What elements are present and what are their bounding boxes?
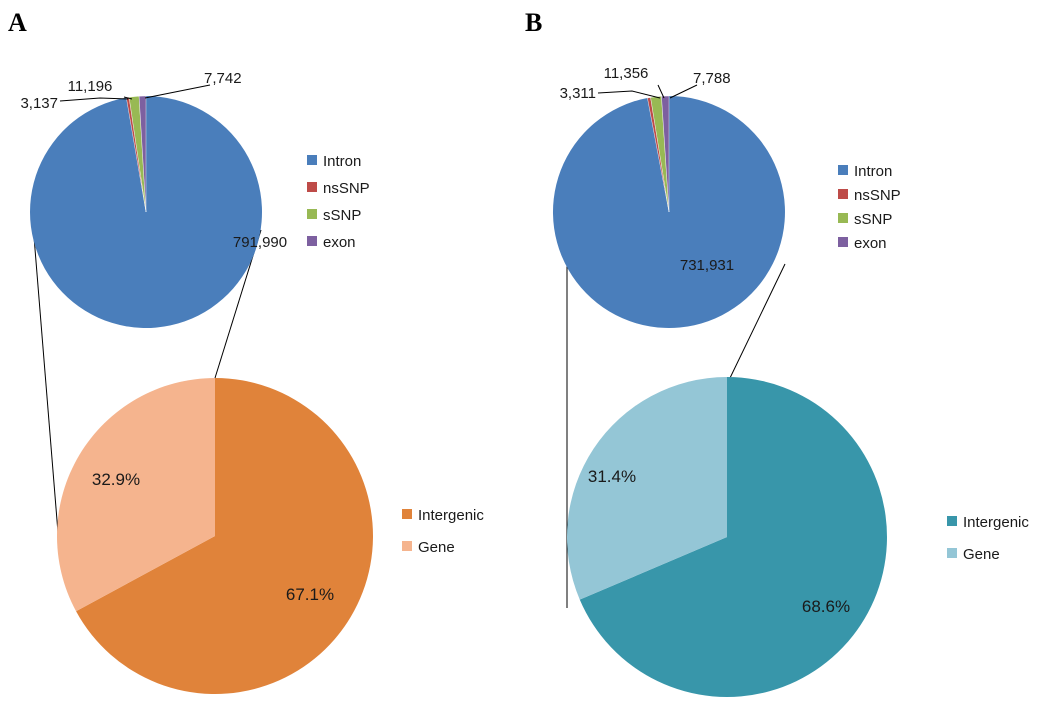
panel-letter: B [525,8,542,37]
leader-line [657,84,665,99]
pie-slice-intergenic [76,378,373,694]
value-label-intron: 731,931 [680,257,734,274]
legend-label-gene: Gene [418,539,455,556]
value-label-nssnp: 3,311 [560,85,596,102]
legend-label-exon: exon [854,235,887,252]
connector-line [729,263,786,379]
leader-line [669,84,698,99]
pie-slice-intergenic [579,377,887,698]
pie-slice-gene [56,378,216,612]
legend-swatch-gene [947,548,957,558]
legend-swatch-nssnp [307,182,317,192]
legend-label-intergenic: Intergenic [418,507,484,524]
legend-swatch-exon [838,237,848,247]
pie-slice-exon [661,95,670,213]
legend-swatch-intergenic [402,509,412,519]
legend-label-ssnp: sSNP [854,211,892,228]
legend-swatch-intron [838,165,848,175]
value-label-ssnp: 11,356 [604,65,649,82]
value-label-gene: 32.9% [92,470,140,489]
value-label-gene: 31.4% [588,467,636,486]
value-label-intergenic: 67.1% [286,585,334,604]
legend-label-intron: Intron [854,163,892,180]
legend-label-nssnp: nsSNP [854,187,901,204]
pie-slice-exon [138,95,147,213]
legend-swatch-intergenic [947,516,957,526]
leader-line [59,97,129,102]
panel-a: A 791,990 3,137 11,196 7,742 Intron nsSNP sSNP e… [8,8,484,694]
panel-b: B 731,931 3,311 11,356 7,788 Intron nsSNP sSNP e… [525,8,1029,698]
value-label-intron: 791,990 [233,234,287,251]
legend-swatch-ssnp [838,213,848,223]
panel-letter: A [8,8,27,37]
value-label-nssnp: 3,137 [20,95,58,112]
legend-label-exon: exon [323,234,356,251]
legend-label-intergenic: Intergenic [963,514,1029,531]
value-label-exon: 7,788 [693,70,731,87]
legend-swatch-exon [307,236,317,246]
legend-label-gene: Gene [963,546,1000,563]
value-label-ssnp: 11,196 [68,78,113,95]
legend-label-ssnp: sSNP [323,207,361,224]
legend-label-intron: Intron [323,153,361,170]
legend-swatch-ssnp [307,209,317,219]
connector-line [31,211,60,546]
leader-line [144,84,211,99]
legend-swatch-intron [307,155,317,165]
legend-swatch-nssnp [838,189,848,199]
legend-swatch-gene [402,541,412,551]
value-label-intergenic: 68.6% [802,597,850,616]
leader-line [597,90,661,99]
legend-label-nssnp: nsSNP [323,180,370,197]
pie-slice-gene [566,377,727,600]
leader-line [123,96,133,100]
value-label-exon: 7,742 [204,70,242,87]
